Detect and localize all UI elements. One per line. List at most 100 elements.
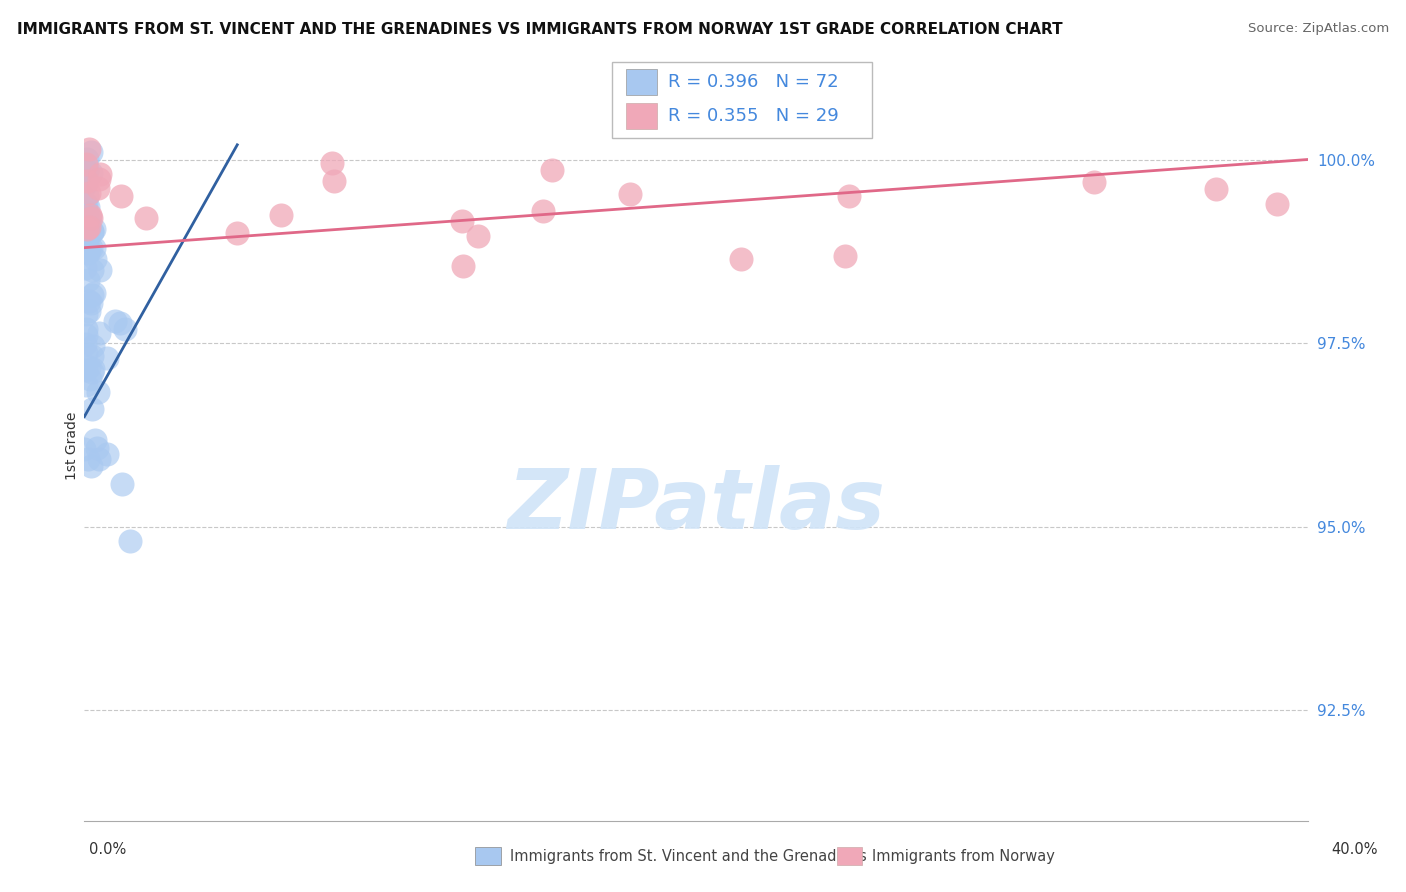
Point (89, 262, 111, 277)
Point (80, 366, 103, 380)
Point (82, 288, 104, 302)
Point (84, 433, 107, 447)
Text: R = 0.355   N = 29: R = 0.355 N = 29 (668, 107, 838, 125)
Point (76, 233, 98, 247)
Point (1265, 196, 1288, 211)
Point (321, 156, 343, 170)
Point (82, 225, 104, 239)
Point (76, 211, 98, 225)
Point (76, 224, 98, 238)
Text: ZIPatlas: ZIPatlas (508, 466, 884, 547)
Point (96, 351, 118, 365)
Point (73, 227, 96, 241)
Point (619, 187, 641, 202)
Point (531, 203, 554, 218)
Point (75, 322, 97, 336)
Point (76, 174, 98, 188)
Text: 0.0%: 0.0% (89, 842, 125, 856)
Point (467, 229, 489, 244)
Point (75, 167, 97, 181)
Point (120, 534, 142, 549)
Point (79, 142, 101, 156)
Point (73, 219, 96, 234)
Point (76, 207, 98, 221)
Point (82, 224, 104, 238)
Point (75, 212, 97, 227)
Point (80, 458, 103, 473)
Point (75, 327, 97, 342)
Point (104, 314, 127, 328)
Point (87, 326, 110, 340)
Point (77, 242, 100, 256)
Point (87, 180, 110, 194)
Point (80, 145, 103, 160)
Point (80, 211, 103, 225)
Point (76, 200, 98, 214)
Text: IMMIGRANTS FROM ST. VINCENT AND THE GRENADINES VS IMMIGRANTS FROM NORWAY 1ST GRA: IMMIGRANTS FROM ST. VINCENT AND THE GREN… (17, 22, 1063, 37)
Point (73, 442, 96, 456)
Point (79, 211, 101, 226)
Point (77, 273, 100, 287)
Point (79, 371, 101, 385)
Point (80, 241, 103, 255)
Point (89, 167, 111, 181)
Point (76, 189, 98, 203)
Point (111, 476, 134, 491)
Point (77, 186, 100, 200)
Point (75, 166, 97, 180)
Point (73, 178, 96, 193)
Point (77, 220, 100, 235)
Text: Immigrants from St. Vincent and the Grenadines: Immigrants from St. Vincent and the Gren… (510, 849, 868, 863)
Point (82, 362, 104, 376)
Point (1083, 175, 1105, 189)
Point (76, 220, 98, 235)
Point (226, 226, 249, 240)
Point (76, 163, 98, 178)
Point (75, 377, 97, 392)
Point (75, 346, 97, 360)
Point (838, 189, 860, 203)
Point (76, 152, 98, 166)
Point (834, 249, 856, 263)
Point (322, 173, 344, 187)
Point (86, 441, 108, 455)
Point (73, 336, 96, 351)
Point (80, 165, 103, 179)
Point (75, 261, 97, 276)
Point (77, 245, 100, 260)
Point (75, 202, 97, 216)
Point (75, 205, 97, 219)
Point (79, 208, 101, 222)
Point (96, 447, 118, 461)
Text: 40.0%: 40.0% (1331, 842, 1378, 856)
Point (83, 285, 105, 300)
Point (73, 169, 96, 184)
Point (82, 349, 104, 363)
Point (451, 214, 474, 228)
Point (77, 304, 100, 318)
Text: Immigrants from Norway: Immigrants from Norway (872, 849, 1054, 863)
Point (83, 241, 105, 255)
Point (80, 262, 103, 277)
Point (108, 316, 131, 330)
Point (135, 211, 157, 226)
Point (75, 307, 97, 321)
Point (87, 172, 110, 186)
Point (75, 197, 97, 211)
Point (75, 162, 97, 177)
Point (76, 452, 98, 467)
Point (453, 259, 475, 273)
Point (270, 208, 292, 222)
Point (110, 189, 132, 203)
Point (82, 402, 104, 417)
Point (89, 452, 111, 467)
Point (82, 339, 104, 353)
Point (73, 222, 96, 236)
Point (80, 295, 103, 310)
Text: Source: ZipAtlas.com: Source: ZipAtlas.com (1249, 22, 1389, 36)
Point (83, 252, 105, 266)
Point (83, 222, 105, 236)
Point (76, 205, 98, 219)
Point (76, 222, 98, 236)
Point (77, 360, 100, 375)
